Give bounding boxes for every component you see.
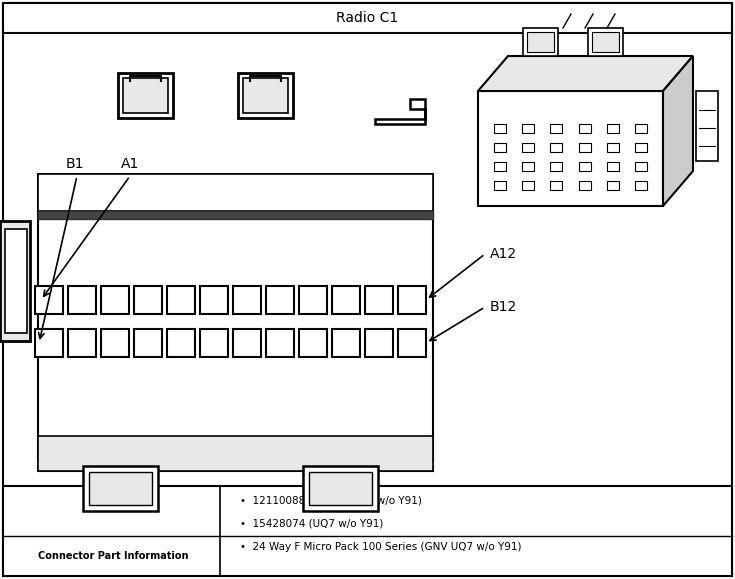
- Bar: [200, 329, 228, 357]
- Bar: [38, 211, 433, 219]
- Bar: [68, 286, 96, 314]
- Bar: [527, 32, 554, 52]
- Text: A1: A1: [121, 157, 139, 171]
- Bar: [494, 124, 506, 133]
- Bar: [578, 143, 590, 152]
- Bar: [332, 329, 360, 357]
- Text: •  15428074 (UQ7 w/o Y91): • 15428074 (UQ7 w/o Y91): [240, 519, 384, 529]
- Bar: [365, 286, 393, 314]
- Bar: [398, 286, 426, 314]
- Bar: [592, 32, 619, 52]
- Bar: [3, 3, 732, 33]
- Bar: [299, 329, 327, 357]
- Bar: [35, 329, 63, 357]
- Bar: [266, 329, 294, 357]
- Bar: [606, 124, 619, 133]
- Text: Connector Part Information: Connector Part Information: [37, 551, 188, 561]
- Bar: [523, 124, 534, 133]
- Bar: [696, 91, 718, 161]
- Bar: [38, 436, 433, 471]
- Bar: [266, 286, 294, 314]
- Bar: [167, 286, 195, 314]
- Bar: [101, 286, 129, 314]
- Text: A12: A12: [490, 247, 517, 261]
- Bar: [606, 143, 619, 152]
- Bar: [303, 466, 378, 511]
- Bar: [118, 73, 173, 118]
- Bar: [35, 286, 63, 314]
- Bar: [635, 143, 647, 152]
- Bar: [523, 28, 558, 56]
- Bar: [38, 466, 433, 471]
- Bar: [551, 181, 562, 190]
- Bar: [89, 472, 152, 505]
- Bar: [332, 286, 360, 314]
- Bar: [38, 174, 433, 211]
- Bar: [238, 73, 293, 118]
- Bar: [523, 181, 534, 190]
- Bar: [606, 162, 619, 171]
- Bar: [3, 486, 732, 576]
- Bar: [299, 286, 327, 314]
- Bar: [398, 329, 426, 357]
- Polygon shape: [663, 56, 693, 206]
- Bar: [134, 329, 162, 357]
- Bar: [551, 162, 562, 171]
- Bar: [523, 162, 534, 171]
- Bar: [494, 162, 506, 171]
- Text: B12: B12: [490, 300, 517, 314]
- Bar: [200, 286, 228, 314]
- Bar: [68, 329, 96, 357]
- Bar: [578, 181, 590, 190]
- Bar: [551, 143, 562, 152]
- Bar: [635, 124, 647, 133]
- Bar: [635, 162, 647, 171]
- Bar: [494, 181, 506, 190]
- Bar: [83, 466, 158, 511]
- Bar: [635, 181, 647, 190]
- Text: Radio C1: Radio C1: [337, 11, 398, 25]
- Bar: [167, 329, 195, 357]
- Bar: [123, 78, 168, 113]
- Bar: [233, 286, 261, 314]
- Bar: [5, 229, 27, 333]
- Bar: [0, 221, 30, 341]
- Polygon shape: [478, 91, 663, 206]
- Bar: [134, 286, 162, 314]
- Bar: [551, 124, 562, 133]
- Bar: [233, 329, 261, 357]
- Bar: [243, 78, 288, 113]
- Bar: [578, 124, 590, 133]
- FancyBboxPatch shape: [24, 110, 447, 475]
- Bar: [101, 329, 129, 357]
- Bar: [309, 472, 372, 505]
- Bar: [606, 181, 619, 190]
- Bar: [494, 143, 506, 152]
- Bar: [578, 162, 590, 171]
- Text: •  12110088 (Except UQ7 w/o Y91): • 12110088 (Except UQ7 w/o Y91): [240, 496, 422, 506]
- Text: B1: B1: [65, 157, 85, 171]
- Text: •  24 Way F Micro Pack 100 Series (GNV UQ7 w/o Y91): • 24 Way F Micro Pack 100 Series (GNV UQ…: [240, 542, 522, 552]
- Polygon shape: [375, 99, 425, 124]
- Bar: [365, 329, 393, 357]
- Polygon shape: [478, 56, 693, 91]
- Bar: [38, 174, 433, 461]
- Bar: [523, 143, 534, 152]
- Bar: [588, 28, 623, 56]
